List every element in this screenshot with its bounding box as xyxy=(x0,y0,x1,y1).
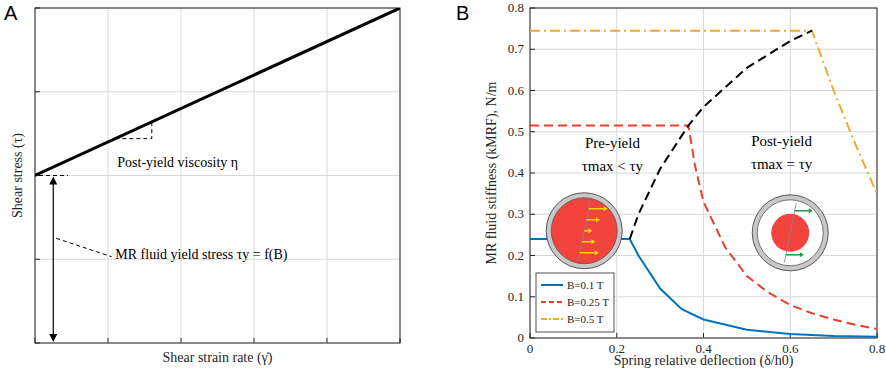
figure: A Shear strain rate (γ̇) Shear stress (τ) P… xyxy=(0,0,886,369)
grid-line xyxy=(35,175,400,176)
y-axis-label: MR fluid stiffness (kMRF), N/m xyxy=(484,81,500,264)
tick-mark xyxy=(703,333,704,338)
legend-label: B=0.5 T xyxy=(567,313,604,325)
tick-label: 0.8 xyxy=(869,341,885,356)
tick-label: 0 xyxy=(527,341,534,356)
stress-arrow xyxy=(584,230,588,232)
annotation: τmax = τy xyxy=(751,156,813,172)
grid-line xyxy=(530,131,877,132)
panel: A Shear strain rate (γ̇) Shear stress (τ) P… xyxy=(4,2,400,366)
tick-mark xyxy=(327,338,328,343)
fluid xyxy=(551,198,617,264)
cross-section xyxy=(752,195,828,271)
grid-line xyxy=(530,90,877,91)
tick-mark xyxy=(530,49,535,50)
legend: B=0.1 T B=0.25 T B=0.5 T xyxy=(536,273,614,332)
tick-mark xyxy=(530,173,535,174)
annotation: MR fluid yield stress τy = f(B) xyxy=(115,247,288,263)
arrow-head xyxy=(604,206,608,211)
stress-arrow xyxy=(582,241,592,243)
stress-arrow xyxy=(586,219,596,221)
grid-line xyxy=(530,49,877,50)
series-line xyxy=(35,8,400,176)
yield-arrow xyxy=(53,184,54,336)
cross-section xyxy=(546,193,622,269)
stress-arrow xyxy=(580,252,595,254)
tick-mark xyxy=(530,255,535,256)
tick-label: 0.5 xyxy=(508,124,524,139)
legend-swatch xyxy=(541,318,563,320)
tick-label: 0.8 xyxy=(508,0,524,15)
arrow-head xyxy=(809,208,813,213)
legend-box xyxy=(536,273,614,332)
series-line xyxy=(530,31,877,194)
panel-label: A xyxy=(4,2,18,24)
annotation: Post-yield xyxy=(751,133,812,149)
tick-mark xyxy=(530,90,535,91)
legend-label: B=0.1 T xyxy=(567,279,604,291)
arrow-head xyxy=(592,239,596,244)
tick-label: 0.7 xyxy=(508,41,525,56)
legend-label: B=0.25 T xyxy=(567,296,609,308)
annotation: Pre-yield xyxy=(585,135,640,151)
stress-arrow xyxy=(589,208,604,210)
arrow-head xyxy=(49,177,57,185)
tube xyxy=(752,195,828,271)
series-line xyxy=(530,126,877,329)
arrow-head xyxy=(49,334,57,342)
arrow-head xyxy=(596,217,600,222)
tick-mark xyxy=(254,338,255,343)
tick-label: 0.6 xyxy=(508,83,525,98)
tick-mark xyxy=(181,338,182,343)
legend-swatch xyxy=(541,284,563,286)
slope-triangle xyxy=(115,122,152,139)
stress-arrow xyxy=(786,254,800,256)
x-axis-label: Shear strain rate (γ̇) xyxy=(163,350,273,366)
stress-arrow xyxy=(795,210,809,212)
arrow-head xyxy=(800,252,804,257)
panel: 00.20.40.60.800.10.20.30.40.50.60.70.8BS… xyxy=(456,0,885,369)
x-axis-label: Spring relative deflection (δ/h0) xyxy=(614,353,794,369)
tick-label: 0.1 xyxy=(508,289,524,304)
tick-label: 0 xyxy=(518,330,525,345)
tick-mark xyxy=(530,214,535,215)
tick-label: 0.3 xyxy=(508,206,524,221)
tick-mark xyxy=(35,91,40,92)
plot-frame xyxy=(35,8,400,343)
arrow-head xyxy=(588,228,592,233)
tick-mark xyxy=(530,296,535,297)
arrow-head xyxy=(595,250,599,255)
tick-label: 0.4 xyxy=(508,165,525,180)
fluid xyxy=(757,200,823,266)
panel-label: B xyxy=(456,2,469,24)
annotation: τmax < τy xyxy=(582,158,644,174)
tube xyxy=(546,193,622,269)
profile xyxy=(784,203,796,263)
legend-swatch xyxy=(541,301,563,303)
plot-frame xyxy=(530,8,877,338)
tick-mark xyxy=(616,333,617,338)
series-group xyxy=(530,31,877,337)
series-group xyxy=(35,8,400,176)
tick-label: 0.2 xyxy=(508,248,524,263)
leader-line xyxy=(56,238,111,256)
tick-mark xyxy=(530,131,535,132)
annotation: Post-yield viscosity η xyxy=(117,155,238,170)
tick-mark xyxy=(108,338,109,343)
tick-mark xyxy=(35,259,40,260)
y-axis-label: Shear stress (τ) xyxy=(10,133,26,218)
yield-marker xyxy=(39,175,68,176)
